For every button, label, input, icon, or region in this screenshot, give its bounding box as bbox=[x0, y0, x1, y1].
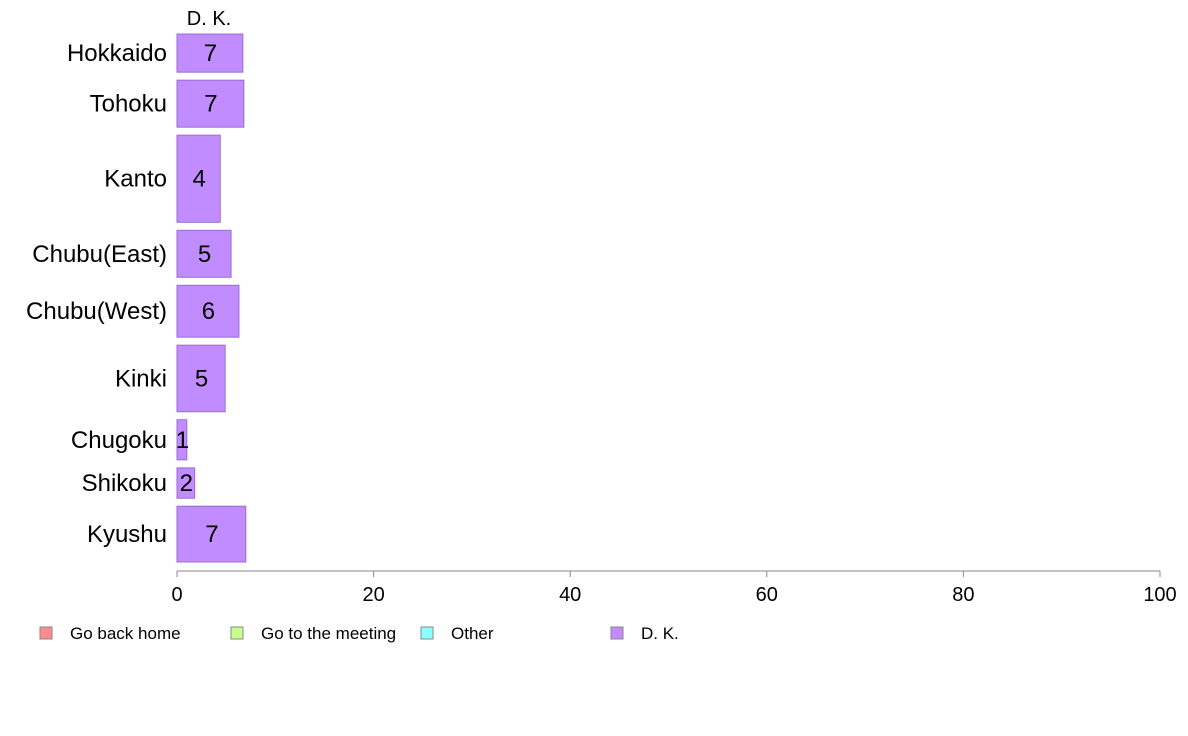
bar-value-label-hokkaido: 7 bbox=[204, 40, 217, 67]
x-axis: 0 20 40 60 80 100 bbox=[171, 570, 1177, 606]
bars-group: Hokkaido 7 Tohoku 7 Kanto 4 Chubu(East) 5 Chubu(… bbox=[26, 33, 247, 563]
bar-value-label-kanto: 4 bbox=[192, 166, 205, 193]
bar-value-label-kyushu: 7 bbox=[205, 521, 218, 548]
bar-d-k-tohoku bbox=[176, 79, 245, 128]
x-tick-label-40: 40 bbox=[559, 584, 581, 606]
legend-label-go-back-home: Go back home bbox=[70, 624, 181, 643]
x-tick-label-20: 20 bbox=[362, 584, 384, 606]
bar-value-label-chugoku: 1 bbox=[176, 427, 189, 454]
legend-label-other: Other bbox=[451, 624, 494, 643]
category-label-shikoku: Shikoku bbox=[82, 470, 167, 497]
category-label-tohoku: Tohoku bbox=[90, 91, 167, 118]
x-tick-label-80: 80 bbox=[952, 584, 974, 606]
bar-d-k-kinki bbox=[176, 344, 226, 413]
legend-swatch-go-back-home bbox=[39, 626, 53, 640]
category-label-kyushu: Kyushu bbox=[87, 521, 167, 548]
x-tick-label-60: 60 bbox=[756, 584, 778, 606]
category-label-chubu-west: Chubu(West) bbox=[26, 298, 167, 325]
bar-d-k-chubu-west bbox=[176, 284, 240, 338]
legend: Go back home Go to the meeting Other D. K. bbox=[39, 624, 679, 643]
bar-d-k-kanto bbox=[176, 134, 221, 223]
category-label-hokkaido: Hokkaido bbox=[67, 40, 167, 67]
category-label-chugoku: Chugoku bbox=[71, 427, 167, 454]
category-label-kinki: Kinki bbox=[115, 365, 167, 392]
category-label-kanto: Kanto bbox=[104, 166, 167, 193]
bar-d-k-shikoku bbox=[176, 467, 196, 499]
legend-label-d-k: D. K. bbox=[641, 624, 679, 643]
bar-value-label-chubu-west: 6 bbox=[202, 298, 215, 325]
category-label-chubu-east: Chubu(East) bbox=[32, 241, 167, 268]
bar-value-label-shikoku: 2 bbox=[180, 470, 193, 497]
bar-value-label-kinki: 5 bbox=[195, 365, 208, 392]
x-tick-label-0: 0 bbox=[171, 584, 182, 606]
bar-d-k-chugoku bbox=[176, 419, 188, 461]
column-header: D. K. bbox=[187, 8, 231, 30]
x-tick-label-100: 100 bbox=[1143, 584, 1176, 606]
legend-swatch-other bbox=[420, 626, 434, 640]
bar-d-k-kyushu bbox=[176, 505, 247, 563]
bar-d-k-chubu-east bbox=[176, 229, 232, 278]
bar-value-label-tohoku: 7 bbox=[204, 91, 217, 118]
legend-swatch-go-to-the-meeting bbox=[230, 626, 244, 640]
legend-swatch-d-k bbox=[610, 626, 624, 640]
bar-d-k-hokkaido bbox=[176, 33, 244, 73]
legend-label-go-to-the-meeting: Go to the meeting bbox=[261, 624, 396, 643]
bar-value-label-chubu-east: 5 bbox=[198, 241, 211, 268]
